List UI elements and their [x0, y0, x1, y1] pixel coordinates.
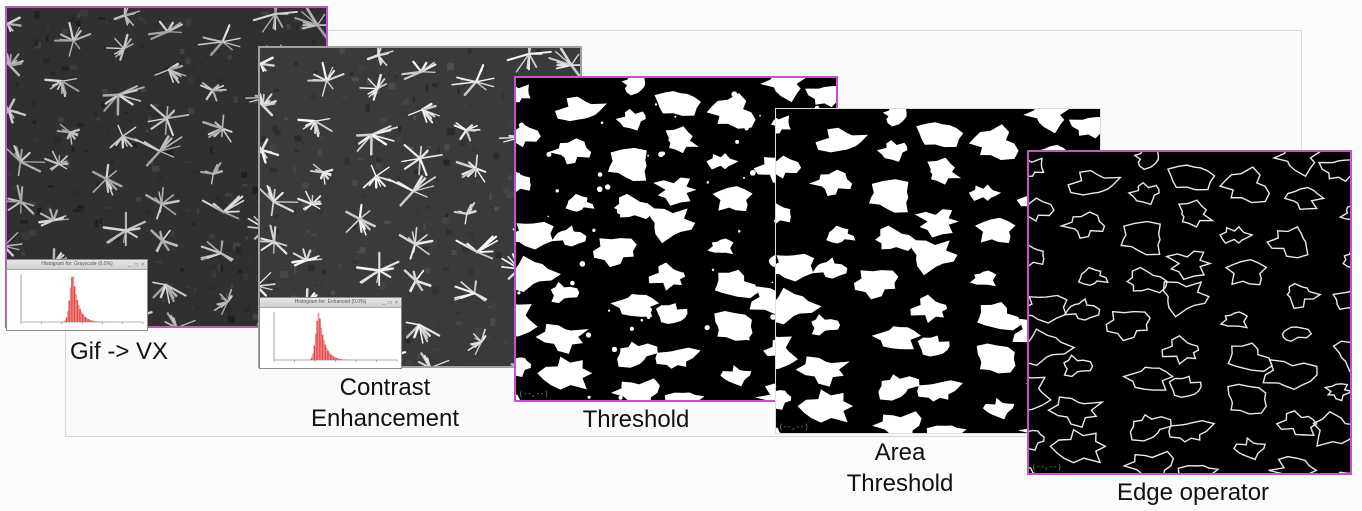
histogram-plot	[7, 270, 147, 330]
caption-line: Contrast	[339, 374, 431, 401]
caption-contrast-enhancement: Contrast Enhancement	[300, 372, 470, 434]
caption-gif-to-vx: Gif -> VX	[70, 336, 168, 367]
histogram-titlebar: Histogram for: Grayscale (0.0%) _ □ ×	[7, 260, 147, 270]
edge-operator-image	[1029, 152, 1350, 473]
histogram-titlebar: Histogram for: Enhanced (0.0%) _ □ ×	[260, 298, 401, 308]
histogram-plot	[260, 308, 401, 368]
coordinate-readout: (--,--)	[779, 424, 809, 432]
caption-line: Threshold	[846, 470, 954, 497]
histogram-window-contrast: Histogram for: Enhanced (0.0%) _ □ ×	[259, 297, 402, 369]
window-controls[interactable]: _ □ ×	[382, 300, 399, 306]
histogram-title: Histogram for: Grayscale (0.0%)	[41, 261, 113, 267]
coordinate-readout: (--,--)	[519, 391, 549, 399]
histogram-window-grayscale: Histogram for: Grayscale (0.0%) _ □ ×	[6, 259, 148, 331]
histogram-title: Histogram for: Enhanced (0.0%)	[294, 299, 367, 305]
caption-threshold: Threshold	[566, 404, 706, 435]
coordinate-readout: (--,--)	[1032, 464, 1062, 472]
caption-line: Gif -> VX	[70, 338, 169, 365]
edge-operator-image-panel: (--,--)	[1027, 150, 1352, 475]
caption-line: Threshold	[582, 406, 690, 433]
caption-edge-operator: Edge operator	[1098, 477, 1288, 508]
caption-line: Edge operator	[1116, 479, 1270, 506]
caption-line: Enhancement	[310, 405, 460, 432]
caption-line: Area	[874, 439, 926, 466]
window-controls[interactable]: _ □ ×	[128, 262, 145, 268]
caption-area-threshold: Area Threshold	[830, 437, 970, 499]
